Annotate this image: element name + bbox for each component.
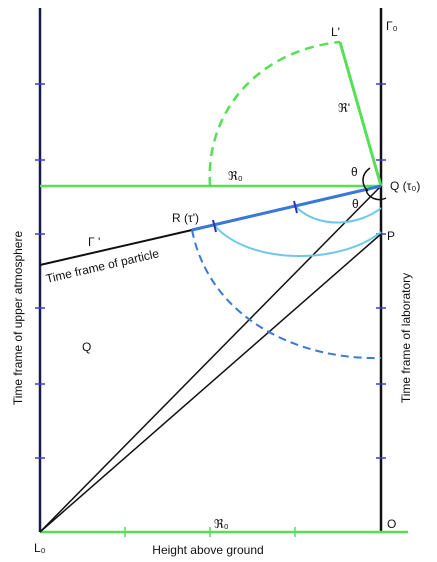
line-l0-p (39, 233, 382, 533)
label: ℜ₀ (214, 517, 229, 531)
label: Height above ground (152, 543, 263, 557)
label: Time frame of particle (45, 246, 161, 286)
r-q-line (191, 184, 382, 232)
line-l0-q (39, 185, 382, 533)
green-arc (208, 40, 341, 187)
label: Γ ' (88, 235, 100, 249)
label: L₀ (34, 541, 46, 555)
angle-arc (362, 167, 371, 192)
arc-1 (295, 206, 382, 224)
label: Q (82, 340, 91, 354)
label: Time frame of upper atmosphere (11, 231, 25, 406)
label: P (387, 229, 395, 243)
l-prime-line (338, 41, 383, 187)
angle-arc (365, 189, 387, 201)
label: Q (τ₀) (390, 179, 420, 193)
arc-2 (214, 225, 382, 257)
label: R (τ') (172, 211, 199, 225)
particle-line (39, 229, 193, 266)
label: L' (331, 25, 340, 39)
tick (212, 219, 217, 233)
ground-ticks (124, 527, 296, 537)
label: Γ₀ (386, 19, 398, 33)
label: Time frame of laboratory (399, 273, 413, 403)
tick (293, 200, 298, 214)
label: θ (351, 165, 358, 179)
label: ℜ' (338, 101, 350, 115)
blue-dashed-arc (191, 229, 382, 360)
label: O (387, 517, 396, 531)
label: ℜ₀ (228, 169, 243, 183)
label: θ (352, 197, 359, 211)
